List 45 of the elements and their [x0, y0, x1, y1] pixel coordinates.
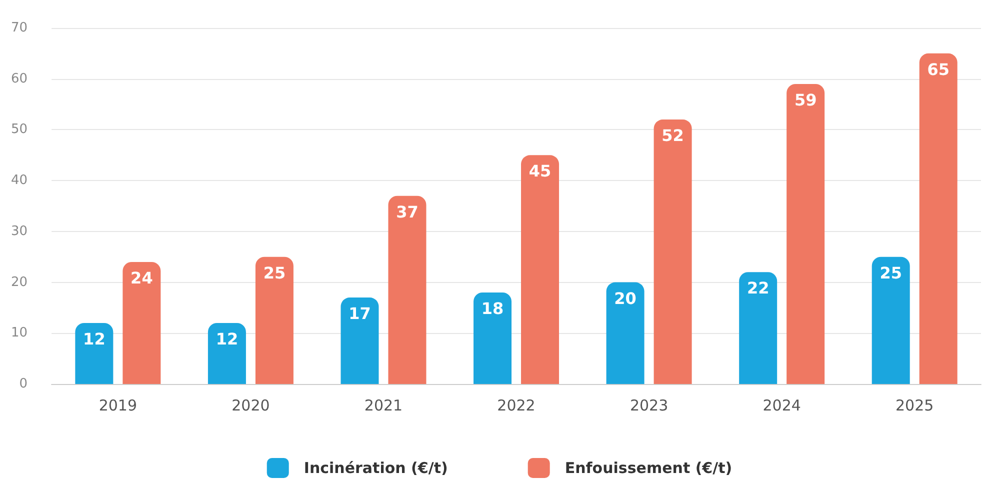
y-tick-label: 30: [10, 224, 28, 239]
data-label: 37: [396, 202, 418, 222]
bar: [122, 262, 161, 384]
y-tick-label: 0: [19, 376, 28, 392]
x-tick-label: 2019: [98, 396, 138, 414]
bar: [388, 196, 426, 384]
data-label: 24: [130, 268, 153, 288]
x-tick-label: 2020: [232, 396, 270, 414]
y-tick-label: 50: [10, 122, 28, 138]
data-label: 52: [662, 126, 684, 146]
x-tick-label: 2024: [762, 396, 801, 414]
data-label: 17: [348, 304, 371, 324]
bar: [872, 256, 910, 384]
data-label: 20: [614, 288, 636, 308]
bar: [75, 322, 114, 384]
bar: [654, 120, 692, 384]
bar: [474, 292, 512, 384]
x-tick-label: 2021: [364, 396, 403, 414]
data-label: 59: [794, 90, 817, 110]
x-tick-label: 2025: [896, 396, 934, 414]
bar: [340, 298, 379, 384]
data-label: 65: [927, 60, 950, 79]
legend-label: Enfouissement (€/t): [564, 459, 732, 477]
bar: [739, 272, 778, 384]
legend-label: Incinération (€/t): [304, 459, 448, 477]
bar: [521, 155, 560, 384]
y-tick-label: 60: [10, 71, 28, 86]
data-label: 25: [263, 263, 286, 282]
bar: [606, 282, 644, 384]
y-tick-label: 10: [10, 326, 28, 341]
data-label: 22: [746, 278, 770, 298]
data-label: 25: [880, 263, 902, 282]
data-label: 18: [481, 298, 504, 318]
x-tick-label: 2023: [630, 396, 668, 414]
y-tick-label: 20: [10, 274, 28, 290]
data-label: 12: [216, 329, 238, 348]
x-tick-label: 2022: [497, 396, 536, 414]
bar: [255, 256, 294, 384]
bar: [786, 84, 825, 384]
y-tick-label: 70: [10, 20, 28, 36]
bar: [919, 53, 958, 384]
y-tick-label: 40: [10, 173, 28, 188]
bar: [208, 322, 246, 384]
data-label: 45: [528, 162, 552, 181]
data-label: 12: [83, 329, 106, 348]
